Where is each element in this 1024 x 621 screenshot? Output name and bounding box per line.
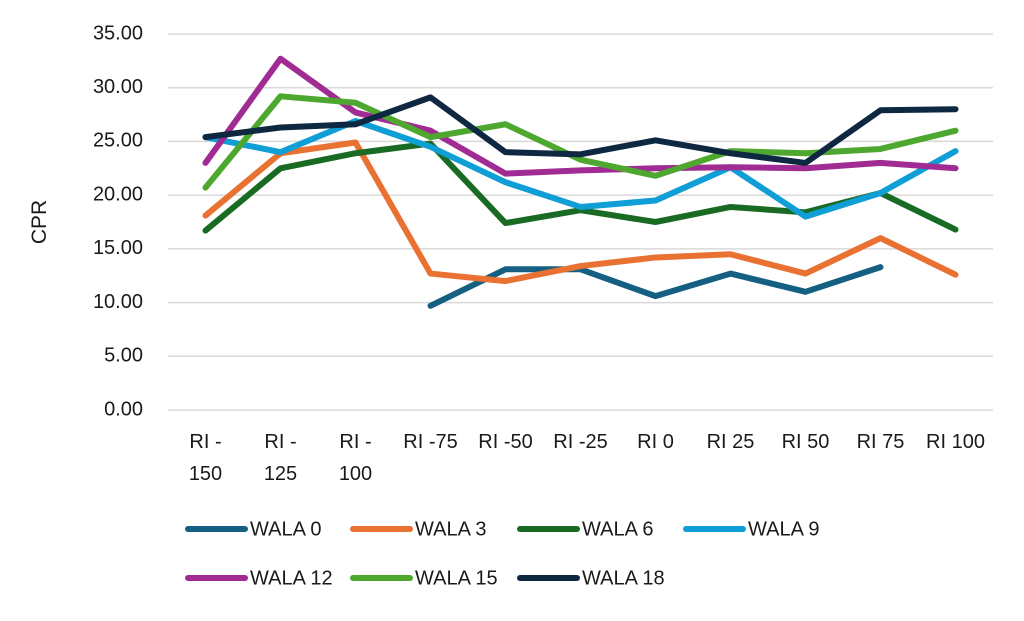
legend-label: WALA 18: [582, 567, 665, 589]
legend-item: WALA 9: [683, 518, 820, 540]
legend-item: WALA 12: [185, 567, 333, 589]
x-tick-label-line: RI -: [264, 431, 296, 453]
x-tick-label: RI - 100: [339, 431, 372, 485]
legend-item: WALA 0: [185, 518, 322, 540]
series-wala-12: [202, 55, 959, 177]
y-tick-label: 30.00: [93, 76, 143, 98]
series-lines: [202, 55, 959, 309]
series-wala-18: [202, 94, 959, 166]
gridlines: [168, 33, 993, 411]
x-axis-ticks: RI - 150 RI - 125 RI - 100 RI -75 RI -50 RI -25 R…: [189, 431, 985, 485]
x-tick-label: RI 50: [782, 431, 830, 453]
x-tick-label: RI 25: [707, 431, 755, 453]
x-tick-label: RI -50: [478, 431, 532, 453]
x-tick-label-line: 100: [339, 463, 372, 485]
x-tick-label-line: RI 50: [782, 431, 830, 453]
legend-label: WALA 9: [748, 518, 820, 540]
legend-label: WALA 15: [415, 567, 498, 589]
legend: WALA 0 WALA 3 WALA 6 WALA 9 WALA 12 WALA 15 WA…: [185, 518, 820, 589]
legend-item: WALA 18: [517, 567, 665, 589]
legend-item: WALA 15: [350, 567, 498, 589]
x-tick-label-line: RI -: [339, 431, 371, 453]
x-tick-label: RI -75: [403, 431, 457, 453]
x-tick-label-line: RI -25: [553, 431, 607, 453]
x-tick-label: RI -25: [553, 431, 607, 453]
series-wala-0: [427, 264, 884, 309]
x-tick-label-line: RI 100: [926, 431, 985, 453]
y-tick-label: 20.00: [93, 183, 143, 205]
x-tick-label: RI - 125: [264, 431, 297, 485]
legend-label: WALA 6: [582, 518, 654, 540]
y-tick-label: 35.00: [93, 22, 143, 44]
y-axis-ticks: 0.00 5.00 10.00 15.00 20.00 25.00 30.00 35.00: [93, 22, 143, 420]
legend-item: WALA 6: [517, 518, 654, 540]
x-tick-label-line: 125: [264, 463, 297, 485]
x-tick-label-line: RI -: [189, 431, 221, 453]
x-tick-label-line: RI 75: [857, 431, 905, 453]
y-axis-title: CPR: [28, 200, 51, 244]
x-tick-label-line: RI 25: [707, 431, 755, 453]
x-tick-label-line: RI -50: [478, 431, 532, 453]
x-tick-label: RI 75: [857, 431, 905, 453]
x-tick-label-line: 150: [189, 463, 222, 485]
x-tick-label: RI - 150: [189, 431, 222, 485]
y-tick-label: 25.00: [93, 130, 143, 152]
legend-item: WALA 3: [350, 518, 487, 540]
legend-label: WALA 3: [415, 518, 487, 540]
legend-label: WALA 12: [250, 567, 333, 589]
legend-label: WALA 0: [250, 518, 322, 540]
y-tick-label: 15.00: [93, 237, 143, 259]
x-tick-label: RI 0: [637, 431, 674, 453]
y-tick-label: 0.00: [104, 398, 143, 420]
x-tick-label-line: RI -75: [403, 431, 457, 453]
x-tick-label: RI 100: [926, 431, 985, 453]
y-tick-label: 5.00: [104, 345, 143, 367]
y-tick-label: 10.00: [93, 291, 143, 313]
x-tick-label-line: RI 0: [637, 431, 674, 453]
